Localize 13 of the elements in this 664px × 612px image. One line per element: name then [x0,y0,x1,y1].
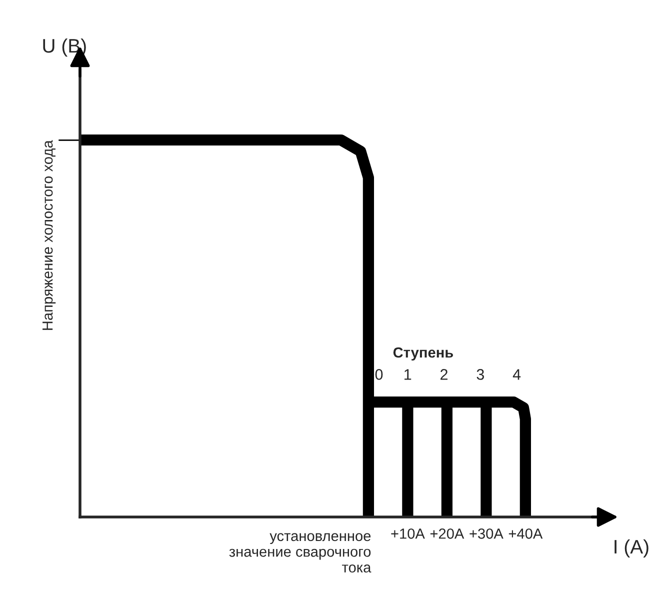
x-tick-label: +30A [470,528,504,539]
text: Напряжение холостого хода [42,140,56,330]
annotation: 0 [375,369,383,380]
annotation: 2 [440,369,448,380]
annotation: 1 [404,369,412,380]
x-tick-label: +20A [430,528,464,539]
x-tick-label: +10A [391,528,425,539]
annotation: 4 [512,369,521,380]
annotation: 3 [476,369,484,380]
text: установленное значение сварочного тока [229,533,372,573]
x-tick-label: +40A [508,528,543,539]
annotation: Ступень [393,347,454,361]
x-axis-title: I (A) [614,539,648,558]
